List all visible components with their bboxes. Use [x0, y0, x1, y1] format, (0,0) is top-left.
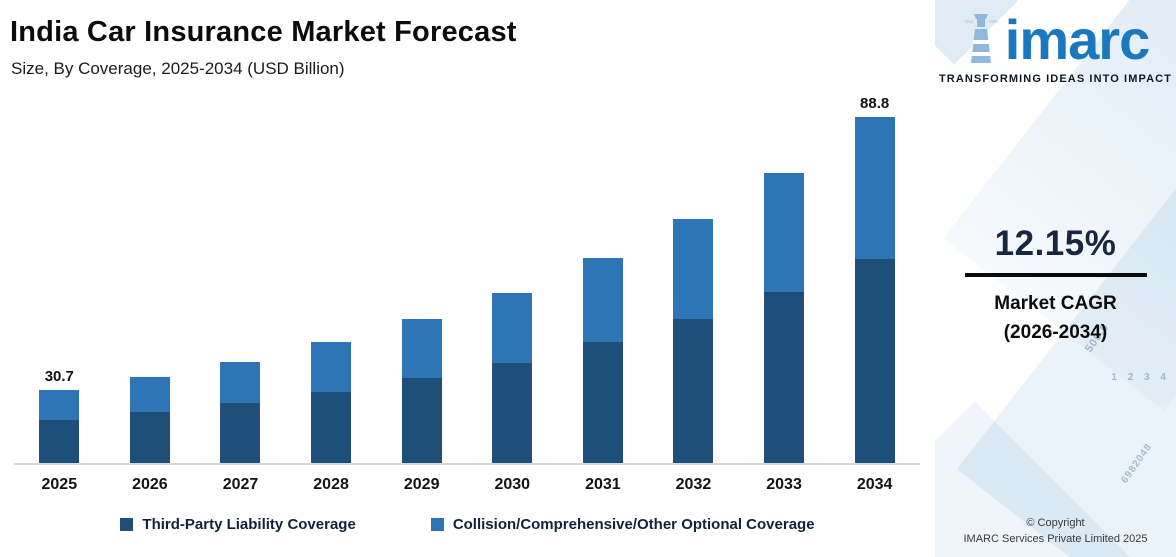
legend-marker [430, 518, 444, 531]
copyright-block: © Copyright IMARC Services Private Limit… [935, 516, 1176, 548]
plot-area: 30.7 88.8 2025 2026 2027 2028 2029 2030 2031 203… [14, 95, 920, 494]
legend-label: Third-Party Liability Coverage [142, 516, 356, 533]
x-axis-label: 2027 [222, 476, 259, 493]
bar-column [467, 271, 558, 463]
chart-region: India Car Insurance Market Forecast Size… [0, 16, 935, 533]
bar-segment-third-party [311, 391, 352, 463]
bar-segment-third-party [401, 378, 442, 463]
legend-label: Collision/Comprehensive/Other Optional C… [452, 516, 815, 533]
x-axis-label: 2030 [494, 476, 531, 493]
x-axis-label: 2031 [585, 476, 621, 493]
x-axis-label: 2032 [675, 476, 712, 493]
bar-column: 30.7 [14, 368, 105, 463]
x-axis-label: 2034 [856, 476, 893, 493]
bar-column [648, 197, 739, 463]
bar-segment-collision [492, 293, 533, 363]
copyright-line: © Copyright [1026, 517, 1085, 530]
bar-segment-third-party [582, 342, 623, 463]
chart-title: India Car Insurance Market Forecast [10, 16, 517, 48]
cagr-underline [964, 273, 1147, 277]
cagr-block: 12.15% Market CAGR (2026-2034) [935, 224, 1176, 347]
bar-segment-collision [311, 342, 352, 392]
legend-marker [120, 518, 134, 531]
bar-column [105, 355, 196, 463]
x-axis-label: 2028 [313, 476, 349, 493]
x-axis-label: 2025 [41, 476, 78, 493]
bar-segment-collision [39, 390, 80, 420]
bar-segment-collision [673, 219, 714, 319]
imarc-wordmark: imarc [1004, 7, 1150, 71]
lighthouse-icon [964, 14, 997, 63]
cagr-label: Market CAGR [994, 293, 1117, 314]
bar-segment-third-party [129, 412, 170, 463]
bar-segment-collision [129, 376, 170, 413]
bar-column [195, 340, 286, 463]
bar-segment-third-party [492, 362, 533, 463]
bar-segment-third-party [673, 319, 714, 463]
x-axis-label: 2029 [403, 476, 440, 493]
bar-column [286, 320, 377, 463]
bar-segment-third-party [220, 403, 261, 463]
bar-column: 88.8 [829, 95, 920, 463]
bar-segment-collision [764, 172, 805, 292]
legend-item: Third-Party Liability Coverage [120, 516, 356, 533]
cagr-period: (2026-2034) [1003, 321, 1108, 343]
watermark-text: 6982048 [1119, 441, 1155, 486]
decorative-diagonal-band [956, 153, 1176, 557]
imarc-tagline: TRANSFORMING IDEAS INTO IMPACT [938, 73, 1173, 85]
brand-panel: 500.0 1 2 3 4 6982048 imarc TRANSFORMING… [935, 0, 1176, 557]
bar-value-label: 88.8 [860, 94, 890, 112]
bar-value-label: 30.7 [44, 368, 74, 386]
bar-segment-collision [582, 258, 623, 342]
legend-item: Collision/Comprehensive/Other Optional C… [430, 516, 815, 533]
bar-column [558, 236, 649, 463]
bar-segment-collision [401, 319, 442, 379]
copyright-owner: IMARC Services Private Limited 2025 [963, 533, 1148, 546]
x-axis-label: 2033 [766, 476, 802, 493]
bars-row: 30.7 88.8 [14, 95, 920, 463]
legend: Third-Party Liability Coverage Collision/… [0, 516, 935, 533]
cagr-value: 12.15% [994, 224, 1117, 263]
bar-segment-collision [854, 116, 895, 259]
chart-subtitle: Size, By Coverage, 2025-2034 (USD Billio… [11, 59, 345, 78]
imarc-logo: imarc TRANSFORMING IDEAS INTO IMPACT [935, 7, 1176, 85]
bar-column [739, 151, 830, 463]
x-axis-line [14, 463, 920, 465]
bar-segment-third-party [764, 291, 805, 463]
bar-segment-third-party [39, 420, 80, 463]
x-axis-labels: 2025 2026 2027 2028 2029 2030 2031 2032 2033 2034 [14, 476, 920, 494]
bar-segment-collision [220, 361, 261, 404]
bar-column [376, 297, 467, 463]
bar-segment-third-party [854, 258, 895, 463]
x-axis-label: 2026 [132, 476, 168, 493]
watermark-text: 1 2 3 4 [1111, 372, 1170, 383]
